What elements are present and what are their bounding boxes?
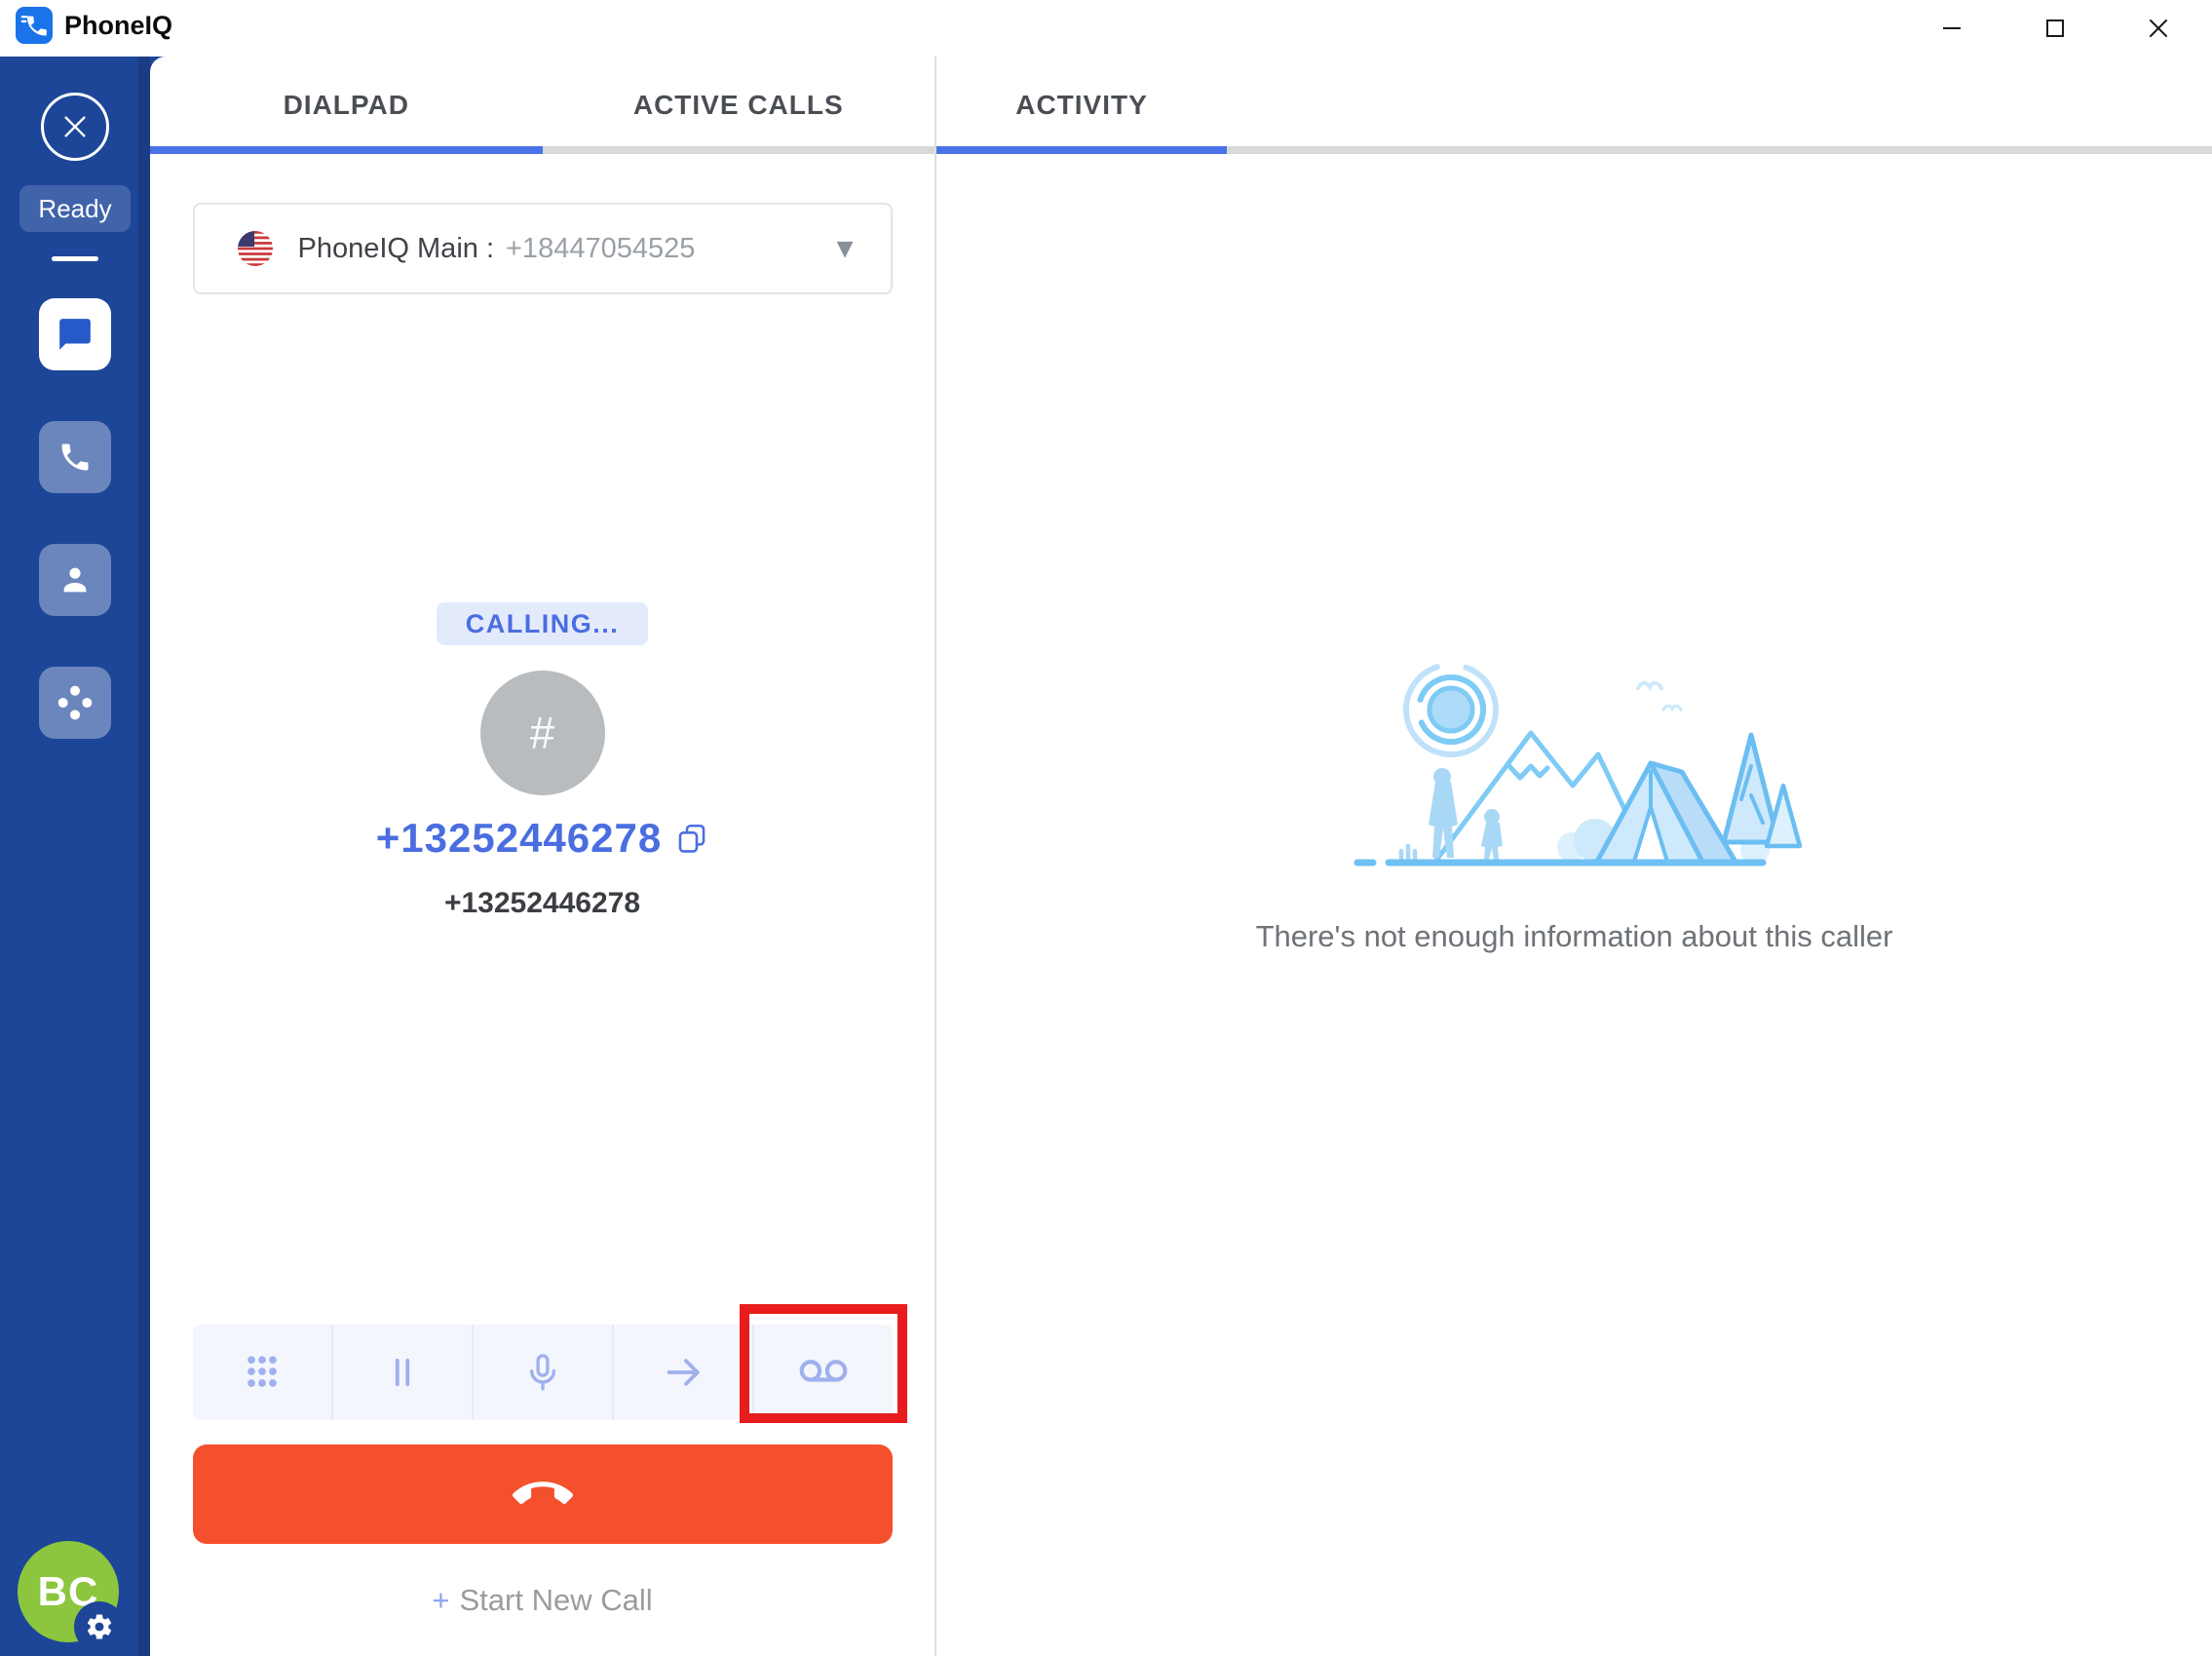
mute-button[interactable]	[474, 1325, 614, 1420]
voicemail-button[interactable]	[754, 1325, 893, 1420]
start-new-call-button[interactable]: + Start New Call	[432, 1583, 653, 1617]
sidebar: Ready	[0, 57, 150, 1656]
minimize-icon[interactable]	[1900, 0, 2003, 57]
activity-tabs: ACTIVITY	[936, 57, 2212, 154]
chevron-down-icon: ▼	[836, 236, 854, 261]
settings-button[interactable]	[74, 1601, 125, 1652]
app-title: PhoneIQ	[64, 10, 173, 40]
sidebar-item-messages[interactable]	[39, 298, 111, 370]
phoneiq-logo-icon	[16, 7, 53, 44]
sidebar-item-contacts[interactable]	[39, 544, 111, 616]
line-name: PhoneIQ Main :	[297, 232, 495, 264]
sidebar-item-apps[interactable]	[39, 667, 111, 739]
activity-panel: ACTIVITY	[934, 57, 2212, 1656]
dialer-tabs: DIALPAD ACTIVE CALLS	[150, 57, 934, 154]
sidebar-divider	[52, 256, 98, 261]
caller-avatar: #	[479, 671, 605, 795]
call-controls	[192, 1325, 893, 1420]
maximize-icon[interactable]	[2003, 0, 2107, 57]
dialed-number: +13252446278	[375, 815, 663, 861]
line-selector-dropdown[interactable]: PhoneIQ Main : +18447054525 ▼	[192, 203, 893, 294]
copy-number-button[interactable]	[675, 822, 708, 855]
end-call-button[interactable]	[192, 1444, 893, 1544]
sidebar-nav	[39, 298, 111, 739]
title-bar: PhoneIQ	[0, 0, 2212, 57]
microphone-icon	[529, 1354, 555, 1391]
agent-status-badge[interactable]: Ready	[19, 185, 131, 232]
phone-icon	[61, 443, 89, 471]
pause-icon	[395, 1358, 409, 1387]
line-number: +18447054525	[506, 232, 696, 264]
sidebar-item-calls[interactable]	[39, 421, 111, 493]
tab-dialpad[interactable]: DIALPAD	[150, 57, 543, 154]
hold-button[interactable]	[333, 1325, 474, 1420]
window-controls	[1900, 0, 2210, 57]
empty-state-message: There's not enough information about thi…	[1255, 919, 1893, 953]
caller-empty-state: There's not enough information about thi…	[1243, 649, 1906, 957]
end-call-handset-icon	[512, 1482, 573, 1504]
keypad-icon	[247, 1356, 277, 1387]
arrow-right-icon	[667, 1359, 700, 1386]
close-softphone-button[interactable]	[41, 93, 109, 161]
voicemail-icon	[799, 1360, 847, 1382]
dialer-panel: DIALPAD ACTIVE CALLS	[150, 57, 934, 1656]
gear-icon	[87, 1614, 112, 1639]
app-main: Ready	[0, 57, 2212, 1656]
contacts-person-icon	[63, 567, 87, 593]
copy-icon	[678, 824, 706, 853]
us-flag-icon	[237, 231, 273, 266]
chat-bubble-icon	[59, 319, 91, 350]
content-area: DIALPAD ACTIVE CALLS	[150, 57, 2212, 1656]
dialed-number-row: +13252446278	[376, 815, 708, 862]
caller-id-number: +13252446278	[443, 887, 641, 919]
plus-icon: +	[432, 1583, 450, 1617]
active-tab-indicator	[936, 146, 1227, 154]
tab-active-calls[interactable]: ACTIVE CALLS	[543, 57, 935, 154]
x-icon	[64, 116, 86, 137]
transfer-button[interactable]	[614, 1325, 754, 1420]
camping-illustration-icon	[1354, 662, 1802, 867]
avatar: BC	[18, 1541, 119, 1642]
close-icon[interactable]	[2107, 0, 2210, 57]
call-status-badge: CALLING...	[436, 602, 649, 645]
user-profile[interactable]: BC	[18, 1541, 125, 1652]
active-tab-indicator	[150, 146, 543, 154]
apps-diamond-dots-icon	[57, 685, 93, 720]
keypad-button[interactable]	[193, 1325, 333, 1420]
tab-activity[interactable]: ACTIVITY	[936, 57, 1227, 154]
